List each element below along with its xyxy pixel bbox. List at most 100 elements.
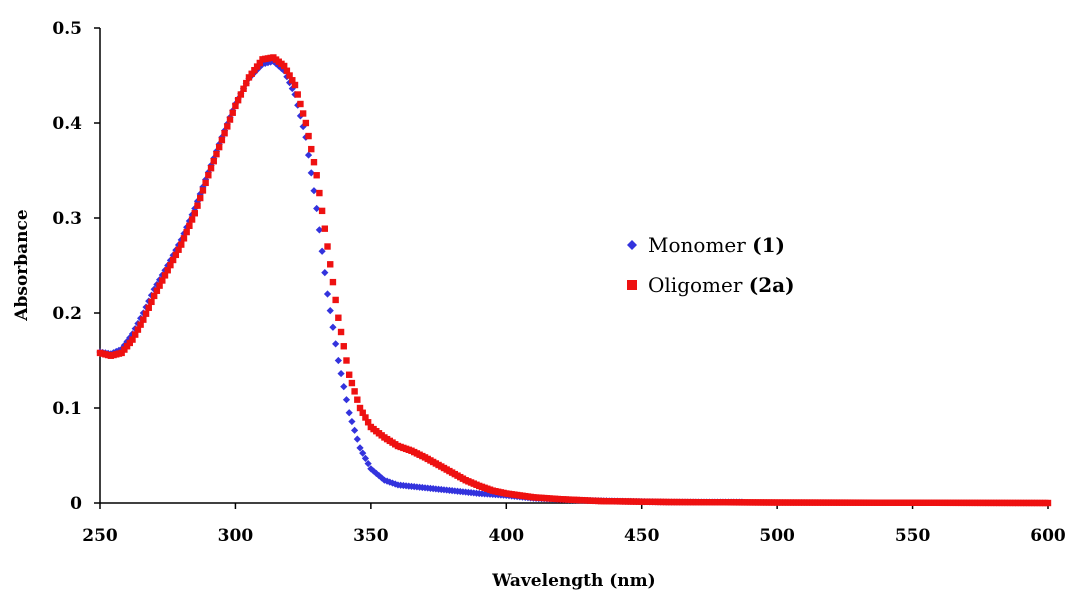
data-point bbox=[169, 256, 177, 264]
data-point bbox=[153, 287, 161, 294]
data-point bbox=[308, 145, 315, 153]
data-point bbox=[318, 207, 326, 215]
data-point bbox=[186, 222, 193, 229]
x-tick-label: 300 bbox=[218, 526, 254, 546]
data-point bbox=[126, 339, 133, 347]
data-point bbox=[178, 241, 185, 248]
data-point bbox=[188, 216, 196, 223]
data-point bbox=[243, 79, 250, 87]
data-point bbox=[318, 247, 326, 255]
data-point bbox=[383, 477, 391, 485]
data-point bbox=[356, 404, 364, 412]
data-point bbox=[210, 157, 217, 165]
data-point bbox=[202, 179, 209, 187]
x-tick-label: 600 bbox=[1030, 526, 1066, 546]
data-point bbox=[256, 59, 264, 67]
y-tick-label: 0 bbox=[70, 494, 82, 514]
x-tick-label: 500 bbox=[759, 526, 795, 546]
x-axis-title: Wavelength (nm) bbox=[491, 571, 655, 591]
data-point bbox=[221, 130, 228, 137]
data-point bbox=[310, 187, 318, 195]
data-point bbox=[145, 304, 152, 311]
data-point bbox=[342, 396, 351, 404]
data-point bbox=[253, 63, 261, 70]
data-point bbox=[340, 343, 347, 350]
data-point bbox=[356, 444, 364, 452]
data-point bbox=[205, 172, 212, 179]
data-point bbox=[215, 143, 223, 151]
data-point bbox=[288, 84, 296, 93]
data-point bbox=[129, 336, 136, 343]
data-point bbox=[137, 321, 144, 328]
data-point bbox=[197, 194, 204, 202]
data-point bbox=[299, 110, 307, 117]
y-axis-title: Absorbance bbox=[12, 209, 32, 322]
data-point bbox=[359, 449, 367, 457]
data-point bbox=[367, 465, 375, 473]
legend-marker-diamond bbox=[627, 240, 637, 250]
legend-label: Oligomer (2a) bbox=[648, 273, 795, 297]
data-point bbox=[213, 150, 220, 158]
data-point bbox=[364, 419, 372, 426]
data-point bbox=[324, 243, 331, 250]
data-point bbox=[337, 328, 345, 336]
data-point bbox=[313, 172, 320, 179]
data-point bbox=[280, 62, 288, 70]
series-oligomer bbox=[96, 54, 1052, 507]
data-point bbox=[388, 479, 397, 487]
data-point bbox=[380, 476, 388, 484]
data-point bbox=[307, 169, 315, 177]
data-point bbox=[175, 246, 182, 253]
data-point bbox=[327, 261, 334, 268]
legend-label-name: Monomer bbox=[648, 233, 752, 257]
data-point bbox=[305, 132, 312, 140]
y-tick-label: 0.3 bbox=[52, 209, 82, 229]
data-point bbox=[310, 158, 318, 166]
data-point bbox=[161, 272, 169, 279]
data-point bbox=[304, 151, 313, 159]
data-point bbox=[218, 136, 226, 144]
data-point bbox=[321, 269, 329, 277]
data-point bbox=[348, 417, 356, 426]
data-point bbox=[359, 409, 366, 416]
data-point bbox=[245, 74, 253, 81]
legend-entry-oligomer: Oligomer (2a) bbox=[627, 273, 795, 297]
legend-label-compound: (2a) bbox=[749, 273, 795, 297]
data-point bbox=[207, 165, 215, 172]
data-point bbox=[140, 316, 147, 323]
data-point bbox=[351, 388, 358, 395]
data-point bbox=[316, 189, 323, 197]
data-point bbox=[340, 383, 348, 391]
data-point bbox=[353, 435, 361, 443]
data-point bbox=[335, 314, 342, 321]
data-point bbox=[294, 91, 301, 98]
data-point bbox=[369, 467, 378, 475]
data-point bbox=[351, 426, 359, 434]
data-point bbox=[191, 210, 198, 217]
data-point bbox=[297, 100, 304, 108]
data-point bbox=[343, 357, 350, 364]
data-point bbox=[362, 414, 369, 421]
data-point bbox=[251, 66, 258, 74]
y-tick-label: 0.1 bbox=[52, 399, 82, 419]
data-point bbox=[1044, 499, 1052, 507]
data-point bbox=[334, 356, 342, 365]
data-point bbox=[118, 349, 125, 357]
y-tick-label: 0.5 bbox=[52, 19, 82, 39]
data-point bbox=[313, 204, 321, 213]
x-tick-label: 350 bbox=[353, 526, 389, 546]
data-point bbox=[299, 122, 307, 131]
tick-labels: 0 0.1 0.2 0.3 0.4 0.5 250 300 350 400 450 500 550 600 bbox=[52, 19, 1065, 546]
data-point bbox=[159, 277, 166, 284]
y-tick-label: 0.4 bbox=[52, 114, 82, 134]
legend-marker-square bbox=[627, 280, 637, 290]
data-point bbox=[345, 409, 353, 417]
data-point bbox=[142, 310, 150, 317]
data-point bbox=[150, 292, 158, 300]
data-point bbox=[321, 225, 329, 232]
data-point bbox=[348, 379, 356, 387]
data-point bbox=[364, 459, 372, 468]
data-point bbox=[291, 81, 299, 89]
